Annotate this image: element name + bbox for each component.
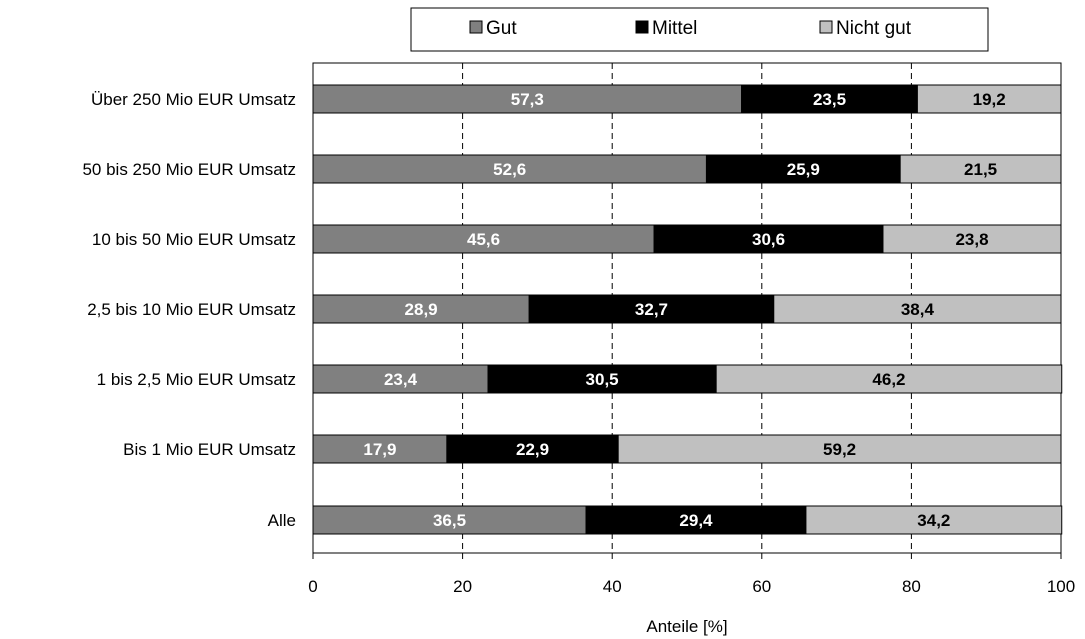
bar-gut [312,505,587,535]
bar-mittel [585,505,807,535]
x-tick-label: 60 [752,577,771,596]
bar-mittel [705,154,901,184]
legend-label-mittel: Mittel [652,18,697,39]
bar-mittel [741,84,918,114]
category-label: Alle [268,511,296,530]
data-label-nicht-gut: 21,5 [964,160,997,179]
data-label-nicht-gut: 38,4 [901,300,935,319]
data-label-mittel: 23,5 [813,90,846,109]
x-tick-label: 100 [1047,577,1075,596]
data-label-mittel: 30,6 [752,230,785,249]
bar-gut [312,154,707,184]
bar-nicht-gut [805,505,1063,535]
category-label: 50 bis 250 Mio EUR Umsatz [82,160,296,179]
category-label: 2,5 bis 10 Mio EUR Umsatz [87,300,296,319]
data-label-gut: 36,5 [433,511,466,530]
bar-nicht-gut [773,294,1062,324]
data-label-gut: 28,9 [405,300,438,319]
bar-gut [312,84,743,114]
category-label: 10 bis 50 Mio EUR Umsatz [92,230,296,249]
bar-nicht-gut [882,224,1062,254]
bar-mittel [528,294,775,324]
data-label-gut: 17,9 [363,440,396,459]
legend: Gut Mittel Nicht gut [410,7,989,52]
legend-label-nicht-gut: Nicht gut [836,18,912,39]
data-label-mittel: 32,7 [635,300,668,319]
data-label-nicht-gut: 34,2 [917,511,950,530]
data-label-gut: 57,3 [511,90,544,109]
bar-nicht-gut [715,364,1063,394]
legend-swatch-mittel [635,20,649,34]
data-label-mittel: 22,9 [516,440,549,459]
x-tick-label: 40 [603,577,622,596]
data-label-nicht-gut: 19,2 [973,90,1006,109]
data-label-nicht-gut: 59,2 [823,440,856,459]
legend-swatch-nicht-gut [819,20,833,34]
data-label-mittel: 25,9 [787,160,820,179]
x-tick-label: 20 [453,577,472,596]
x-tick-label: 0 [308,577,317,596]
bar-gut [312,364,489,394]
category-label: Über 250 Mio EUR Umsatz [91,90,296,109]
data-label-gut: 52,6 [493,160,526,179]
legend-label-gut: Gut [486,18,517,39]
category-labels: Über 250 Mio EUR Umsatz 50 bis 250 Mio EU… [82,90,296,530]
data-label-mittel: 29,4 [679,511,713,530]
bars: 57,3 23,5 19,2 52,6 25,9 21,5 45,6 30,6 23,8 28,9… [312,84,1063,535]
bar-nicht-gut [899,154,1062,184]
x-tick-label: 80 [902,577,921,596]
legend-box [410,7,989,52]
data-label-gut: 23,4 [384,370,418,389]
bar-nicht-gut [617,434,1062,464]
x-axis-title: Anteile [%] [646,617,727,636]
data-label-gut: 45,6 [467,230,500,249]
bar-nicht-gut [916,84,1062,114]
bar-mittel [653,224,884,254]
category-label: 1 bis 2,5 Mio EUR Umsatz [97,370,296,389]
category-label: Bis 1 Mio EUR Umsatz [123,440,296,459]
legend-swatch-gut [469,20,483,34]
data-label-mittel: 30,5 [586,370,619,389]
bar-gut [312,294,530,324]
data-label-nicht-gut: 23,8 [955,230,988,249]
data-label-nicht-gut: 46,2 [872,370,905,389]
x-axis: 0 20 40 60 80 100 [308,553,1075,596]
bar-mittel [446,434,619,464]
